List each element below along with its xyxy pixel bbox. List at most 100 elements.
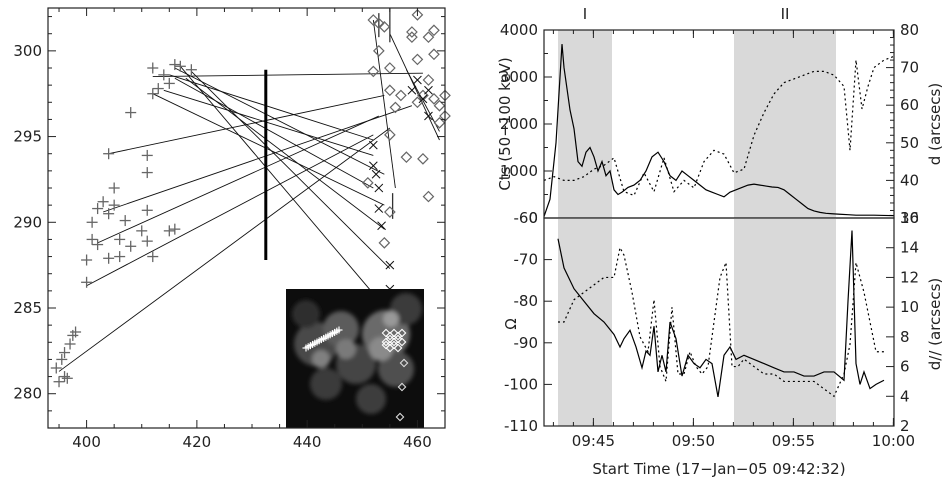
diamond-marker (367, 65, 380, 78)
diamond-marker (384, 206, 396, 218)
plus-marker (86, 233, 98, 245)
inset-diamond-marker (397, 382, 407, 392)
x-marker (385, 260, 395, 270)
diamond-marker (384, 84, 396, 97)
y-tick-label-right: 12 (900, 268, 919, 286)
y-tick-label: 285 (13, 299, 42, 317)
plus-marker (141, 149, 153, 161)
shaded-intervals (558, 30, 836, 218)
count-rate-lines (543, 44, 895, 217)
interval-label-i: I (583, 5, 587, 23)
left-axis-ticks: 400 420 440 460 280 285 290 295 300 (13, 8, 446, 451)
plus-marker (114, 233, 126, 245)
diamond-marker (411, 53, 424, 66)
plus-marker (125, 107, 137, 119)
count-rate-panel: 0 1000 2000 3000 4000 30 40 50 60 70 80 Cts (50−10… (496, 5, 944, 227)
plus-marker (61, 372, 73, 384)
plus-marker (103, 148, 115, 160)
inset-diamond-marker (397, 337, 407, 347)
plus-marker (59, 347, 71, 359)
y-tick-label-right: 14 (900, 239, 919, 257)
x-tick-label: 09:55 (772, 432, 815, 450)
y-tick-label-right: 8 (900, 328, 910, 346)
inset-diamond-marker (389, 340, 399, 350)
x-tick-label: 09:45 (572, 432, 615, 450)
omega-lines (557, 230, 885, 398)
plus-marker (53, 376, 65, 388)
plus-marker (114, 251, 126, 263)
connecting-lines (58, 8, 440, 372)
diamond-marker (378, 21, 391, 33)
plus-marker (174, 60, 186, 72)
connecting-line (86, 134, 374, 287)
inset-blob (369, 337, 393, 361)
inset-blob (323, 311, 359, 347)
connecting-line (169, 74, 374, 141)
shaded-interval (734, 218, 836, 426)
shaded-intervals (558, 218, 836, 426)
inset-blob (383, 311, 399, 327)
inset-blob (310, 368, 342, 400)
connecting-line (152, 72, 423, 78)
plus-marker (108, 199, 120, 211)
y-tick-label: 2000 (500, 115, 538, 133)
y-tick-label-right: 80 (900, 21, 919, 39)
connecting-line (102, 105, 413, 213)
y-tick-label-right: 6 (900, 358, 910, 376)
shaded-interval (558, 30, 612, 218)
plus-marker (141, 204, 153, 216)
inset-blob (312, 350, 330, 368)
diamond-marker (417, 89, 429, 102)
x-marker (368, 140, 378, 150)
y-tick-label: 4000 (500, 21, 538, 39)
omega-frame (543, 217, 895, 427)
plus-marker (147, 88, 159, 100)
y-tick-label: -70 (514, 251, 539, 269)
y-tick-label-right: 2 (900, 417, 910, 435)
inset-plus-marker (335, 326, 343, 334)
y-tick-label: 290 (13, 213, 42, 231)
y-tick-label: -90 (514, 334, 539, 352)
diamond-marker (433, 117, 446, 129)
parallel-distance-ylabel: d// (arcsecs) (926, 278, 944, 370)
plus-marker (147, 62, 159, 74)
inset-diamond-marker (395, 412, 405, 422)
x-tick-label: 460 (403, 433, 432, 451)
plus-marker (70, 326, 82, 338)
plus-marker (158, 69, 170, 81)
omega-ylabel: Ω (502, 318, 520, 329)
plus-marker (163, 77, 175, 89)
left-plot-frame (47, 7, 446, 429)
inset-blob (356, 384, 386, 414)
diamond-marker (384, 62, 396, 74)
count-rate-line (543, 44, 895, 217)
y-tick-label-right: 4 (900, 387, 910, 405)
x-tick-label: 440 (293, 433, 322, 451)
diamond-marker (406, 31, 418, 43)
inset-diamond-marker (397, 328, 407, 338)
diamond-marker (433, 99, 446, 112)
diamond-marker (400, 151, 413, 163)
y-tick-label-right: 16 (900, 209, 919, 227)
omega-ticks: -110 -100 -90 -80 -70 -60 2 4 6 8 10 12 14 16 09:45 09:… (504, 30, 919, 450)
count-rate-ylabel: Cts (50−100 keV) (496, 57, 514, 190)
diamond-marker (422, 74, 435, 86)
plus-marker (108, 182, 120, 194)
plus-marker (92, 239, 104, 251)
left-scatter-panel: 400 420 440 460 280 285 290 295 300 (13, 7, 451, 451)
inset-blob (336, 339, 356, 359)
x-tick-label: 420 (183, 433, 212, 451)
connecting-line (97, 115, 380, 244)
plus-marker (59, 371, 71, 383)
diamond-marker (411, 9, 424, 21)
y-tick-label: 3000 (500, 68, 538, 86)
plus-marker (103, 252, 115, 264)
interval-label-ii: II (781, 5, 790, 23)
y-tick-label: 1000 (500, 162, 538, 180)
connecting-line (152, 93, 385, 206)
inset-diamond-marker (381, 340, 391, 350)
y-tick-label-right: 60 (900, 96, 919, 114)
x-marker (377, 221, 386, 231)
inset-diamond-marker (393, 334, 403, 344)
plus-marker (97, 196, 109, 208)
